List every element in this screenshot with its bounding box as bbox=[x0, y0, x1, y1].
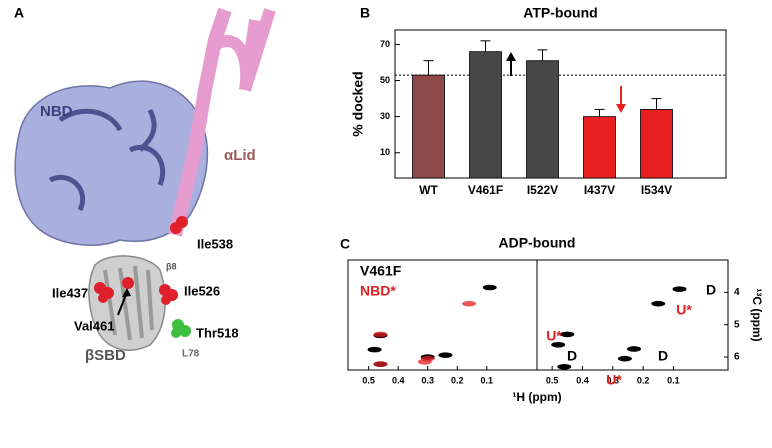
structure-label: L78 bbox=[182, 349, 200, 360]
y-tick-label: 5 bbox=[734, 319, 740, 330]
legend-entry: NBD* bbox=[360, 283, 396, 299]
x-tick-label: 0.5 bbox=[546, 375, 559, 385]
x-tick-label: 0.2 bbox=[637, 375, 650, 385]
chart-title: ATP-bound bbox=[523, 5, 597, 21]
bar bbox=[640, 109, 673, 179]
bar bbox=[469, 51, 502, 179]
peak bbox=[551, 341, 566, 348]
x-tick-label: 0.3 bbox=[421, 375, 434, 385]
peak bbox=[617, 355, 632, 362]
x-tick-label: 0.2 bbox=[451, 375, 464, 385]
bar bbox=[526, 60, 559, 179]
arrow bbox=[616, 104, 626, 113]
y-tick-label: 50 bbox=[380, 75, 390, 85]
x-tick-label: I522V bbox=[527, 183, 558, 197]
x-tick-label: 0.4 bbox=[576, 375, 589, 385]
x-tick-label: 0.4 bbox=[392, 375, 405, 385]
peak bbox=[651, 300, 666, 307]
peak bbox=[560, 331, 575, 338]
structure-label: Thr518 bbox=[196, 325, 239, 340]
peak bbox=[367, 346, 382, 353]
plot-frame bbox=[536, 259, 729, 371]
x-tick-label: 0.1 bbox=[667, 375, 680, 385]
y-tick-label: 70 bbox=[380, 39, 390, 49]
peak-label: D bbox=[567, 348, 577, 364]
y-tick-label: 4 bbox=[734, 287, 740, 298]
panel-label: A bbox=[14, 5, 24, 21]
bar bbox=[412, 74, 445, 179]
peak bbox=[482, 284, 497, 291]
structure-label: β8 bbox=[166, 261, 177, 271]
peak-label: U* bbox=[546, 328, 562, 344]
structure-label: βSBD bbox=[85, 347, 126, 364]
bar bbox=[583, 116, 616, 179]
x-axis-label: ¹H (ppm) bbox=[512, 390, 561, 404]
structure-label: Ile437 bbox=[52, 285, 88, 300]
arrow bbox=[506, 52, 516, 61]
peak bbox=[438, 352, 453, 358]
peak bbox=[557, 363, 572, 370]
x-tick-label: I437V bbox=[584, 183, 615, 197]
chart-title: ADP-bound bbox=[499, 235, 576, 251]
x-tick-label: 0.3 bbox=[607, 375, 620, 385]
x-tick-label: WT bbox=[419, 183, 438, 197]
peak-label: U* bbox=[606, 372, 622, 388]
y-tick-label: 6 bbox=[734, 352, 740, 363]
x-tick-label: 0.1 bbox=[481, 375, 494, 385]
plot-frame bbox=[394, 29, 727, 179]
structure-label: Ile526 bbox=[184, 283, 220, 298]
peak bbox=[373, 331, 388, 338]
peak bbox=[417, 359, 432, 365]
peak bbox=[627, 346, 642, 352]
peak bbox=[373, 361, 388, 367]
panel-label: B bbox=[360, 5, 370, 21]
peak-label: D bbox=[658, 348, 668, 364]
panel-label: C bbox=[340, 236, 350, 252]
structure-label: αLid bbox=[224, 147, 256, 164]
structure-label: NBD bbox=[40, 103, 73, 120]
structure-label: Ile538 bbox=[197, 236, 233, 251]
peak-label: D bbox=[706, 282, 716, 298]
x-tick-label: 0.5 bbox=[362, 375, 375, 385]
protein-structure bbox=[14, 7, 276, 351]
y-axis-label: % docked bbox=[350, 71, 366, 136]
x-tick-label: I534V bbox=[641, 183, 672, 197]
y-axis-label: ¹³C (ppm) bbox=[750, 288, 764, 341]
x-tick-label: V461F bbox=[468, 183, 503, 197]
peak-label: U* bbox=[676, 302, 692, 318]
structure-label: Val461 bbox=[74, 318, 115, 333]
y-tick-label: 10 bbox=[380, 147, 390, 157]
peak bbox=[672, 286, 687, 292]
y-tick-label: 30 bbox=[380, 111, 390, 121]
legend-entry: V461F bbox=[360, 263, 402, 279]
peak bbox=[462, 300, 477, 307]
